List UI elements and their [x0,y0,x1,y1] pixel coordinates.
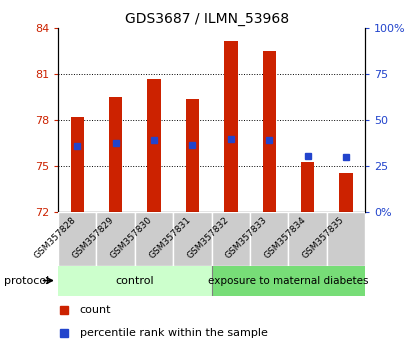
Text: percentile rank within the sample: percentile rank within the sample [80,328,268,338]
Text: protocol: protocol [4,275,49,286]
Bar [288,212,327,266]
Text: GSM357834: GSM357834 [262,215,308,260]
Bar [212,212,250,266]
Text: GSM357831: GSM357831 [147,215,193,260]
Bar [135,212,173,266]
Bar [58,266,212,296]
Bar [263,51,276,212]
Bar [327,212,365,266]
Text: GSM357832: GSM357832 [186,215,231,260]
Bar [224,41,237,212]
Text: exposure to maternal diabetes: exposure to maternal diabetes [208,275,369,286]
Text: GSM357830: GSM357830 [109,215,154,260]
Bar [96,212,135,266]
Bar [71,117,84,212]
Bar [212,266,384,296]
Bar [301,162,314,212]
Text: GSM357835: GSM357835 [301,215,346,260]
Text: GDS3687 / ILMN_53968: GDS3687 / ILMN_53968 [125,12,290,27]
Text: GSM357833: GSM357833 [224,215,269,260]
Bar [186,99,199,212]
Bar [339,172,353,212]
Text: count: count [80,305,111,315]
Bar [173,212,212,266]
Bar [109,97,122,212]
Bar [147,79,161,212]
Text: control: control [115,275,154,286]
Text: GSM357828: GSM357828 [32,215,77,260]
Bar [58,212,96,266]
Bar [250,212,288,266]
Text: GSM357829: GSM357829 [71,215,116,260]
